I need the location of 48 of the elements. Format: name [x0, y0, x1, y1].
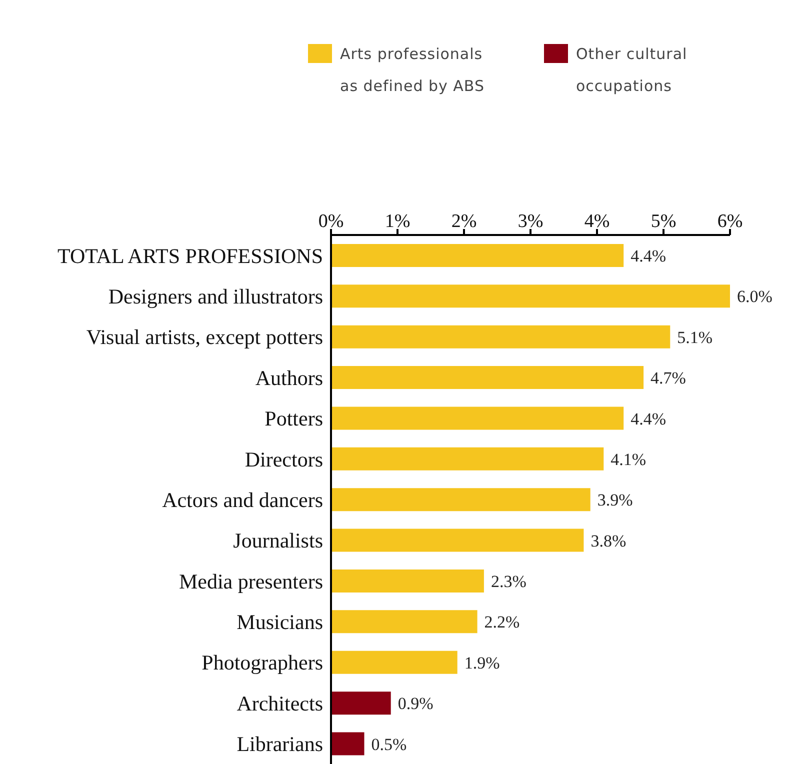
data-label: 1.9% — [464, 653, 500, 672]
x-tick-label: 6% — [717, 211, 743, 232]
bar — [331, 488, 590, 512]
data-label: 3.8% — [590, 531, 626, 550]
bar — [331, 528, 584, 552]
legend-label: Other cultural occupations — [576, 44, 688, 97]
x-tick-label: 1% — [384, 211, 410, 232]
data-label: 4.1% — [610, 450, 646, 469]
y-tick-label: Journalists — [233, 528, 323, 553]
data-label: 2.2% — [484, 612, 520, 632]
y-tick-label: Architects — [236, 691, 323, 716]
y-tick-label: Designers and illustrators — [108, 284, 323, 308]
y-tick-label: Musicians — [236, 610, 323, 634]
y-tick-label: Visual artists, except potters — [86, 325, 323, 350]
y-tick-label: Photographers — [202, 650, 323, 675]
data-label: 4.7% — [650, 368, 686, 388]
bar — [331, 366, 644, 390]
y-tick-label: Librarians — [236, 732, 323, 756]
x-tick-label: 4% — [584, 211, 610, 232]
x-tick-label: 3% — [518, 211, 544, 232]
bar — [331, 406, 624, 430]
data-label: 3.9% — [597, 490, 633, 510]
legend-label: Arts professionals as defined by ABS — [340, 44, 486, 97]
bar — [331, 244, 624, 267]
data-label: 2.3% — [490, 572, 526, 592]
y-tick-label: Actors and dancers — [162, 488, 323, 512]
bar — [331, 732, 364, 756]
data-label: 6.0% — [737, 287, 772, 306]
bar — [331, 325, 670, 348]
y-tick-label: TOTAL ARTS PROFESSIONS — [58, 244, 323, 268]
bar — [331, 284, 730, 308]
y-tick-label: Directors — [244, 447, 323, 472]
y-tick-label: Media presenters — [178, 569, 323, 594]
data-label: 4.4% — [630, 409, 666, 428]
bar — [331, 569, 484, 592]
data-label: 0.5% — [371, 734, 407, 754]
x-tick-label: 2% — [451, 211, 477, 232]
bar — [331, 692, 391, 715]
x-tick-label: 0% — [318, 211, 344, 232]
y-tick-label: Potters — [264, 406, 323, 431]
bar — [331, 610, 478, 634]
y-tick-label: Authors — [255, 366, 323, 390]
bar — [331, 650, 458, 674]
data-label: 0.9% — [398, 694, 434, 714]
data-label: 5.1% — [677, 328, 713, 347]
bar — [331, 447, 604, 470]
x-tick-label: 5% — [650, 211, 676, 232]
data-label: 4.4% — [630, 246, 666, 266]
